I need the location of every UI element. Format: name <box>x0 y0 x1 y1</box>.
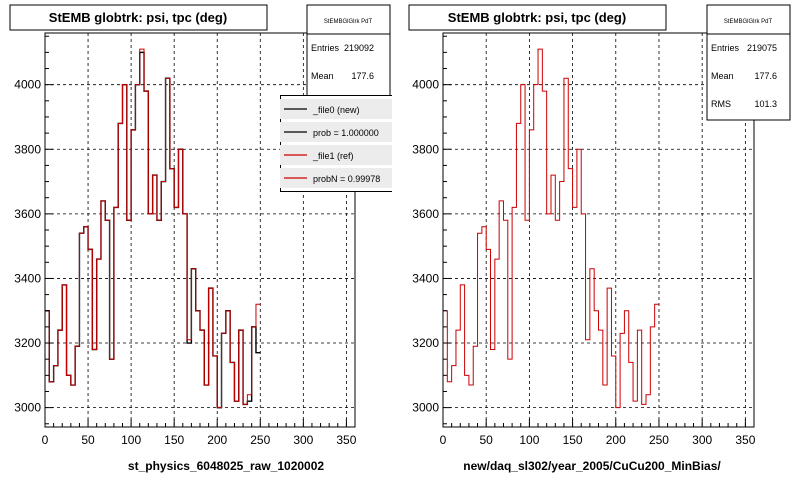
y-tick-label-left: 3800 <box>14 142 41 156</box>
y-tick-label-right: 3200 <box>412 336 439 350</box>
x-tick-label-left: 350 <box>336 433 356 447</box>
stats-entries-label-right: Entries <box>711 43 740 53</box>
legend-label-new: _file0 (new) <box>312 105 360 115</box>
y-tick-label-right: 3800 <box>412 142 439 156</box>
stats-mean-label-left: Mean <box>311 71 334 81</box>
series-group-left <box>45 48 261 409</box>
x-tick-label-left: 250 <box>250 433 270 447</box>
y-tick-label-right: 3000 <box>412 401 439 415</box>
x-tick-label-right: 250 <box>649 433 669 447</box>
stats-name-right: StEMBGlGlrk PdT <box>724 19 773 25</box>
x-tick-label-left: 0 <box>42 433 49 447</box>
y-tick-label-left: 4000 <box>14 78 41 92</box>
x-tick-label-left: 200 <box>207 433 227 447</box>
title-box-left: StEMB globtrk: psi, tpc (deg) <box>9 4 268 31</box>
x-tick-label-left: 100 <box>121 433 141 447</box>
chart-title-right: StEMB globtrk: psi, tpc (deg) <box>448 10 626 25</box>
histogram-series-left-1 <box>45 48 261 409</box>
series-group-right <box>443 48 659 409</box>
x-axis-right: 0 50 100 150 200 250 300 350 <box>440 419 756 447</box>
stats-box-left: StEMBGlGlrk PdT Entries 219092 Mean 177.… <box>306 4 391 106</box>
stats-mean-value-right: 177.6 <box>754 71 777 81</box>
y-axis-left: 3000 3200 3400 3600 3800 4000 <box>14 35 53 425</box>
x-tick-label-left: 150 <box>164 433 184 447</box>
plot-area-right <box>442 32 755 428</box>
grid-right <box>443 33 754 427</box>
histogram-series-right-0 <box>443 48 659 409</box>
stats-name-left: StEMBGlGlrk PdT <box>324 19 373 25</box>
stats-entries-value-left: 219092 <box>344 43 374 53</box>
x-caption-right: new/daq_sl302/year_2005/CuCu200_MinBias/ <box>463 459 721 473</box>
x-tick-label-right: 100 <box>519 433 539 447</box>
stats-entries-value-right: 219075 <box>747 43 777 53</box>
x-caption-left: st_physics_6048025_raw_1020002 <box>128 459 324 473</box>
panel-right: 3000 3200 3400 3600 3800 4000 0 50 100 150 200 250… <box>408 4 791 473</box>
stats-box-right: StEMBGlGlrk PdT Entries 219075 Mean 177.… <box>706 4 791 121</box>
legend-label-probn: probN = 0.99978 <box>313 174 380 184</box>
x-tick-label-right: 200 <box>606 433 626 447</box>
stats-rms-label-right: RMS <box>711 99 731 109</box>
y-tick-label-left: 3600 <box>14 207 41 221</box>
x-tick-label-right: 350 <box>735 433 755 447</box>
stats-mean-value-left: 177.6 <box>351 71 374 81</box>
chart-title-left: StEMB globtrk: psi, tpc (deg) <box>49 10 227 25</box>
stats-rms-value-right: 101.3 <box>754 99 777 109</box>
x-tick-label-right: 50 <box>480 433 494 447</box>
y-tick-label-right: 3600 <box>412 207 439 221</box>
legend-label-prob: prob = 1.000000 <box>313 128 379 138</box>
x-tick-label-left: 300 <box>293 433 313 447</box>
x-axis-left: 0 50 100 150 200 250 300 350 <box>42 419 357 447</box>
y-tick-label-left: 3200 <box>14 336 41 350</box>
stats-entries-label-left: Entries <box>311 43 340 53</box>
stats-mean-label-right: Mean <box>711 71 734 81</box>
legend-label-ref: _file1 (ref) <box>312 151 354 161</box>
y-tick-label-right: 4000 <box>412 78 439 92</box>
title-box-right: StEMB globtrk: psi, tpc (deg) <box>408 4 667 31</box>
x-tick-label-right: 0 <box>440 433 447 447</box>
legend-box-left: _file0 (new) prob = 1.000000 _file1 (ref… <box>280 95 392 192</box>
x-tick-label-left: 50 <box>81 433 95 447</box>
y-tick-label-left: 3400 <box>14 271 41 285</box>
y-tick-label-left: 3000 <box>14 401 41 415</box>
y-axis-right: 3000 3200 3400 3600 3800 4000 <box>412 35 451 425</box>
y-tick-label-right: 3400 <box>412 271 439 285</box>
x-tick-label-right: 300 <box>692 433 712 447</box>
panel-left: 3000 3200 3400 3600 3800 4000 0 50 100 150 200 250… <box>9 4 392 473</box>
x-tick-label-right: 150 <box>563 433 583 447</box>
